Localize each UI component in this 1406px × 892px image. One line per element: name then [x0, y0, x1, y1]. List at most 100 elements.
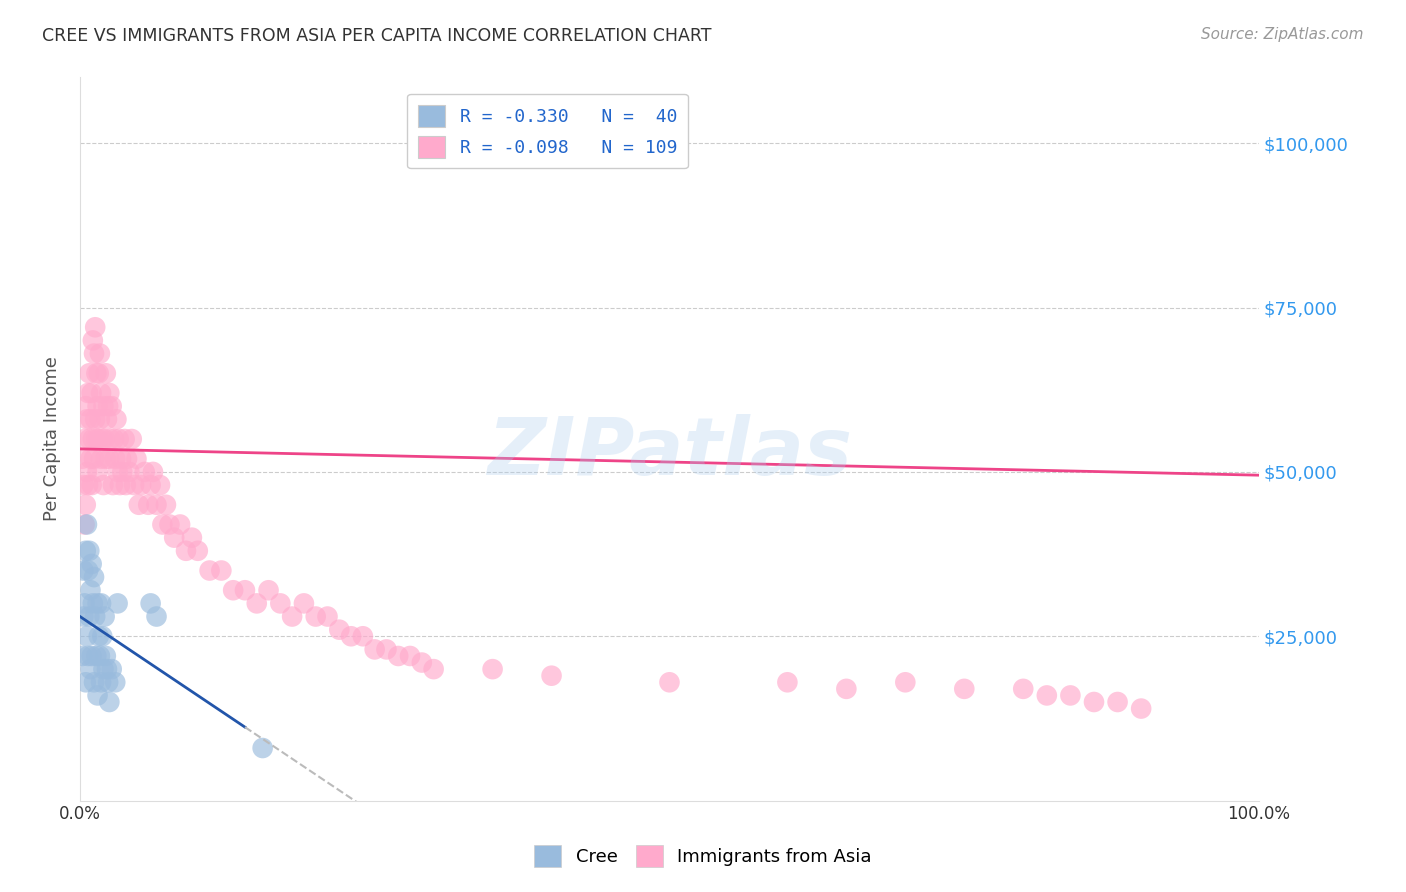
Point	[90, 675, 112, 690]
Point	[155, 498, 177, 512]
Point	[91, 432, 114, 446]
Point	[292, 596, 315, 610]
Point	[70, 451, 93, 466]
Point	[776, 675, 799, 690]
Point	[375, 642, 398, 657]
Point	[136, 498, 159, 512]
Text: Source: ZipAtlas.com: Source: ZipAtlas.com	[1201, 27, 1364, 42]
Point	[108, 478, 131, 492]
Point	[134, 465, 156, 479]
Point	[1012, 681, 1035, 696]
Point	[82, 432, 104, 446]
Point	[93, 399, 115, 413]
Point	[97, 399, 120, 413]
Point	[83, 346, 105, 360]
Point	[115, 451, 138, 466]
Point	[89, 346, 111, 360]
Point	[246, 596, 269, 610]
Point	[73, 517, 96, 532]
Point	[76, 412, 98, 426]
Point	[115, 478, 138, 492]
Point	[174, 543, 197, 558]
Point	[305, 609, 328, 624]
Point	[129, 478, 152, 492]
Point	[187, 543, 209, 558]
Point	[122, 478, 145, 492]
Point	[340, 629, 363, 643]
Point	[159, 517, 181, 532]
Point	[80, 478, 103, 492]
Point	[73, 432, 96, 446]
Point	[75, 543, 97, 558]
Point	[94, 451, 117, 466]
Point	[80, 648, 103, 663]
Point	[835, 681, 858, 696]
Point	[107, 596, 129, 610]
Point	[163, 531, 186, 545]
Point	[894, 675, 917, 690]
Point	[101, 478, 124, 492]
Point	[658, 675, 681, 690]
Point	[110, 451, 132, 466]
Point	[142, 465, 165, 479]
Point	[82, 334, 104, 348]
Point	[86, 399, 108, 413]
Point	[76, 629, 98, 643]
Point	[352, 629, 374, 643]
Point	[79, 662, 101, 676]
Point	[139, 478, 162, 492]
Point	[93, 478, 115, 492]
Point	[222, 583, 245, 598]
Point	[73, 596, 96, 610]
Point	[281, 609, 304, 624]
Point	[75, 498, 97, 512]
Point	[94, 648, 117, 663]
Point	[96, 662, 118, 676]
Point	[145, 609, 167, 624]
Point	[80, 557, 103, 571]
Point	[111, 465, 134, 479]
Point	[107, 432, 129, 446]
Point	[84, 320, 107, 334]
Point	[399, 648, 422, 663]
Point	[1083, 695, 1105, 709]
Point	[93, 662, 115, 676]
Point	[107, 465, 129, 479]
Text: CREE VS IMMIGRANTS FROM ASIA PER CAPITA INCOME CORRELATION CHART: CREE VS IMMIGRANTS FROM ASIA PER CAPITA …	[42, 27, 711, 45]
Point	[97, 675, 120, 690]
Text: ZIPatlas: ZIPatlas	[486, 415, 852, 492]
Point	[90, 386, 112, 401]
Point	[79, 609, 101, 624]
Point	[93, 432, 115, 446]
Point	[86, 465, 108, 479]
Point	[84, 412, 107, 426]
Point	[103, 432, 125, 446]
Point	[257, 583, 280, 598]
Point	[1107, 695, 1129, 709]
Point	[87, 366, 110, 380]
Point	[79, 543, 101, 558]
Y-axis label: Per Capita Income: Per Capita Income	[44, 357, 60, 522]
Point	[72, 478, 94, 492]
Point	[86, 432, 108, 446]
Point	[152, 517, 174, 532]
Point	[94, 366, 117, 380]
Point	[70, 648, 93, 663]
Point	[98, 451, 121, 466]
Point	[75, 675, 97, 690]
Point	[86, 648, 108, 663]
Point	[86, 596, 108, 610]
Point	[86, 366, 108, 380]
Point	[76, 465, 98, 479]
Point	[104, 451, 127, 466]
Point	[100, 662, 122, 676]
Point	[79, 432, 101, 446]
Point	[145, 498, 167, 512]
Point	[82, 596, 104, 610]
Point	[149, 478, 172, 492]
Point	[540, 669, 562, 683]
Point	[72, 564, 94, 578]
Point	[104, 675, 127, 690]
Point	[316, 609, 339, 624]
Point	[98, 386, 121, 401]
